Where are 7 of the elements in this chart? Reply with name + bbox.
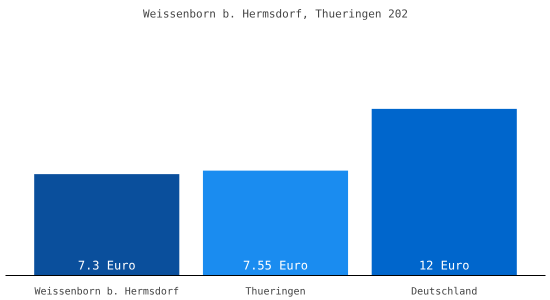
chart-title: Weissenborn b. Hermsdorf, Thueringen 202 bbox=[143, 8, 408, 20]
x-tick-label: Thueringen bbox=[245, 286, 306, 298]
x-tick-label: Weissenborn b. Hermsdorf bbox=[34, 286, 180, 298]
x-tick-label: Deutschland bbox=[411, 286, 478, 298]
data-label: 7.3 Euro bbox=[78, 258, 136, 272]
data-label: 7.55 Euro bbox=[242, 258, 308, 272]
data-label: 12 Euro bbox=[418, 258, 470, 272]
